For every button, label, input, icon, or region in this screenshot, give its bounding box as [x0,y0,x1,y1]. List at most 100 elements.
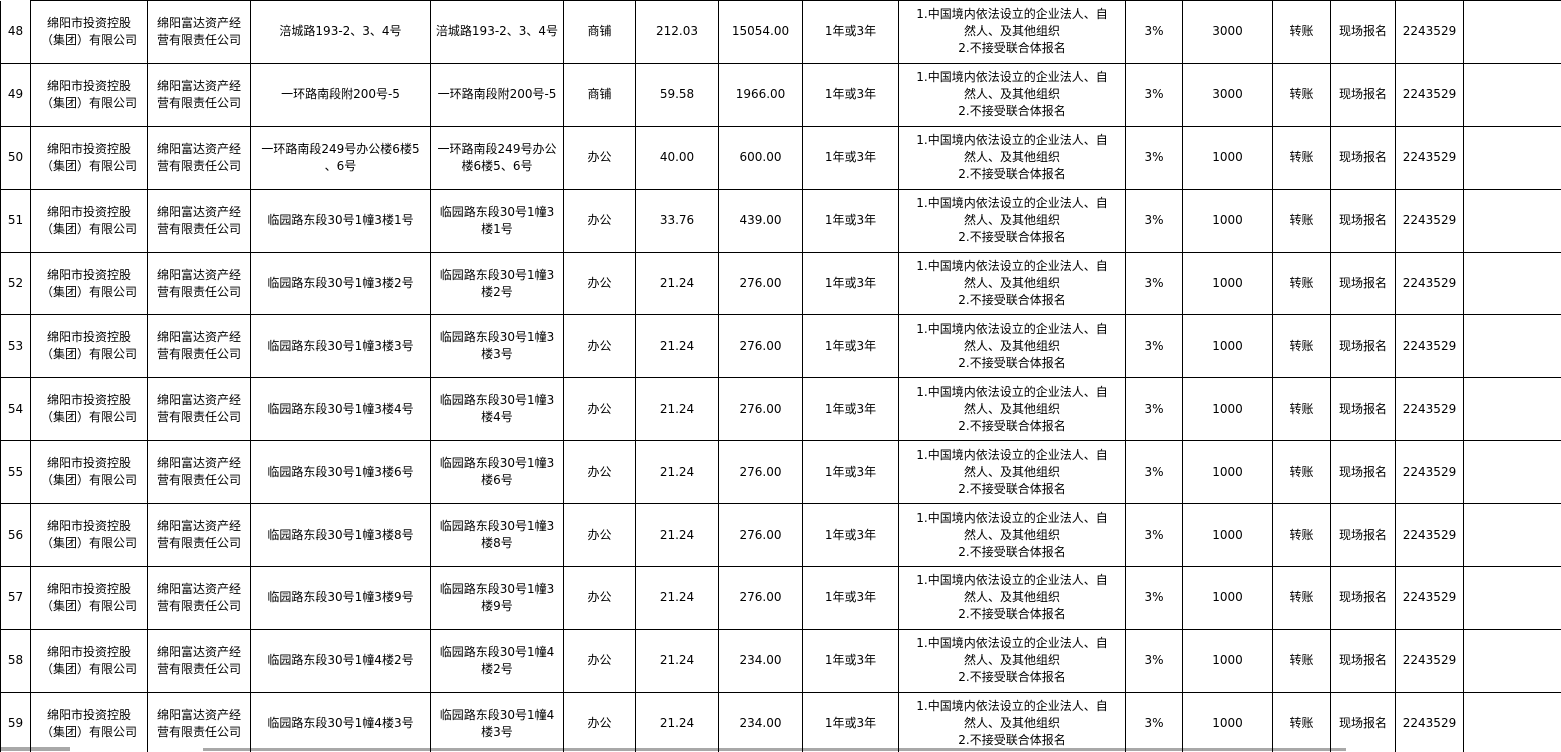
cell-contact: 2243529 [1395,0,1464,64]
cell-operator: 绵阳富达资产经 营有限责任公司 [147,251,251,316]
cell-location2: 临园路东段30号1幢3 楼3号 [430,314,564,379]
cell-location: 一环路南段249号办公楼6楼5 、6号 [250,125,431,190]
cell-owner: 绵阳市投资控股 （集团）有限公司 [30,377,148,442]
cell-qualification: 1.中国境内依法设立的企业法人、自 然人、及其他组织 2.不接受联合体报名 [898,628,1126,693]
table-row: 59 绵阳市投资控股 （集团）有限公司 绵阳富达资产经 营有限责任公司 临园路东段30… [0,691,1561,752]
cell-operator: 绵阳富达资产经 营有限责任公司 [147,0,251,64]
cell-term: 1年或3年 [802,566,899,630]
cell-note [1463,440,1561,505]
cell-seq: 48 [0,0,31,64]
cell-owner: 绵阳市投资控股 （集团）有限公司 [30,691,148,752]
cell-signup: 现场报名 [1330,503,1396,568]
cell-payment: 转账 [1272,566,1331,630]
cell-deposit: 1000 [1182,251,1273,316]
cell-area: 21.24 [635,628,719,693]
table-row: 56 绵阳市投资控股 （集团）有限公司 绵阳富达资产经 营有限责任公司 临园路东段30… [0,503,1561,568]
cell-seq: 53 [0,314,31,379]
cell-owner: 绵阳市投资控股 （集团）有限公司 [30,503,148,568]
cell-rate: 3% [1125,691,1183,752]
table-row: 58 绵阳市投资控股 （集团）有限公司 绵阳富达资产经 营有限责任公司 临园路东段30… [0,628,1561,693]
cell-note [1463,62,1561,127]
table-row: 55 绵阳市投资控股 （集团）有限公司 绵阳富达资产经 营有限责任公司 临园路东段30… [0,440,1561,505]
table-row: 48 绵阳市投资控股 （集团）有限公司 绵阳富达资产经 营有限责任公司 涪城路193-… [0,0,1561,64]
cell-term: 1年或3年 [802,440,899,505]
cell-use-type: 办公 [563,628,636,693]
cell-price: 276.00 [718,440,803,505]
table-row: 52 绵阳市投资控股 （集团）有限公司 绵阳富达资产经 营有限责任公司 临园路东段30… [0,251,1561,316]
cell-signup: 现场报名 [1330,251,1396,316]
cell-deposit: 1000 [1182,566,1273,630]
cell-contact: 2243529 [1395,188,1464,253]
cell-term: 1年或3年 [802,377,899,442]
cell-contact: 2243529 [1395,628,1464,693]
cell-note [1463,566,1561,630]
cell-deposit: 1000 [1182,125,1273,190]
cell-operator: 绵阳富达资产经 营有限责任公司 [147,377,251,442]
cell-area: 40.00 [635,125,719,190]
cell-rate: 3% [1125,0,1183,64]
cell-rate: 3% [1125,503,1183,568]
cell-area: 212.03 [635,0,719,64]
cell-payment: 转账 [1272,62,1331,127]
cell-location: 临园路东段30号1幢3楼8号 [250,503,431,568]
cell-location: 临园路东段30号1幢3楼2号 [250,251,431,316]
cell-use-type: 办公 [563,566,636,630]
cell-note [1463,628,1561,693]
cell-signup: 现场报名 [1330,125,1396,190]
cell-deposit: 1000 [1182,377,1273,442]
cell-term: 1年或3年 [802,503,899,568]
cell-area: 21.24 [635,566,719,630]
cell-payment: 转账 [1272,125,1331,190]
cell-operator: 绵阳富达资产经 营有限责任公司 [147,503,251,568]
cell-use-type: 办公 [563,251,636,316]
cell-location: 临园路东段30号1幢4楼2号 [250,628,431,693]
cell-location2: 临园路东段30号1幢3 楼4号 [430,377,564,442]
cell-qualification: 1.中国境内依法设立的企业法人、自 然人、及其他组织 2.不接受联合体报名 [898,188,1126,253]
cell-price: 276.00 [718,377,803,442]
cell-signup: 现场报名 [1330,440,1396,505]
cell-owner: 绵阳市投资控股 （集团）有限公司 [30,628,148,693]
cell-price: 276.00 [718,566,803,630]
cell-location2: 临园路东段30号1幢3 楼9号 [430,566,564,630]
cell-location: 涪城路193-2、3、4号 [250,0,431,64]
cell-location2: 临园路东段30号1幢3 楼6号 [430,440,564,505]
cell-deposit: 1000 [1182,314,1273,379]
cell-operator: 绵阳富达资产经 营有限责任公司 [147,314,251,379]
cell-area: 59.58 [635,62,719,127]
cell-location2: 临园路东段30号1幢4 楼2号 [430,628,564,693]
cell-price: 234.00 [718,628,803,693]
cell-owner: 绵阳市投资控股 （集团）有限公司 [30,251,148,316]
cell-contact: 2243529 [1395,314,1464,379]
cell-price: 1966.00 [718,62,803,127]
cell-qualification: 1.中国境内依法设立的企业法人、自 然人、及其他组织 2.不接受联合体报名 [898,440,1126,505]
cell-seq: 54 [0,377,31,442]
cell-location2: 临园路东段30号1幢3 楼1号 [430,188,564,253]
cell-seq: 51 [0,188,31,253]
cell-rate: 3% [1125,566,1183,630]
cell-seq: 58 [0,628,31,693]
cell-contact: 2243529 [1395,125,1464,190]
cell-operator: 绵阳富达资产经 营有限责任公司 [147,125,251,190]
cell-deposit: 1000 [1182,691,1273,752]
cell-price: 276.00 [718,314,803,379]
cell-qualification: 1.中国境内依法设立的企业法人、自 然人、及其他组织 2.不接受联合体报名 [898,566,1126,630]
cell-location2: 临园路东段30号1幢3 楼8号 [430,503,564,568]
cell-rate: 3% [1125,125,1183,190]
cell-price: 276.00 [718,503,803,568]
cell-location: 一环路南段附200号-5 [250,62,431,127]
cell-operator: 绵阳富达资产经 营有限责任公司 [147,188,251,253]
cell-owner: 绵阳市投资控股 （集团）有限公司 [30,314,148,379]
cell-use-type: 办公 [563,691,636,752]
cell-seq: 52 [0,251,31,316]
cell-area: 21.24 [635,377,719,442]
cell-signup: 现场报名 [1330,0,1396,64]
cell-area: 21.24 [635,251,719,316]
cell-location2: 临园路东段30号1幢4 楼3号 [430,691,564,752]
cell-signup: 现场报名 [1330,62,1396,127]
cell-signup: 现场报名 [1330,377,1396,442]
cell-owner: 绵阳市投资控股 （集团）有限公司 [30,125,148,190]
cell-rate: 3% [1125,440,1183,505]
cell-location: 临园路东段30号1幢3楼3号 [250,314,431,379]
